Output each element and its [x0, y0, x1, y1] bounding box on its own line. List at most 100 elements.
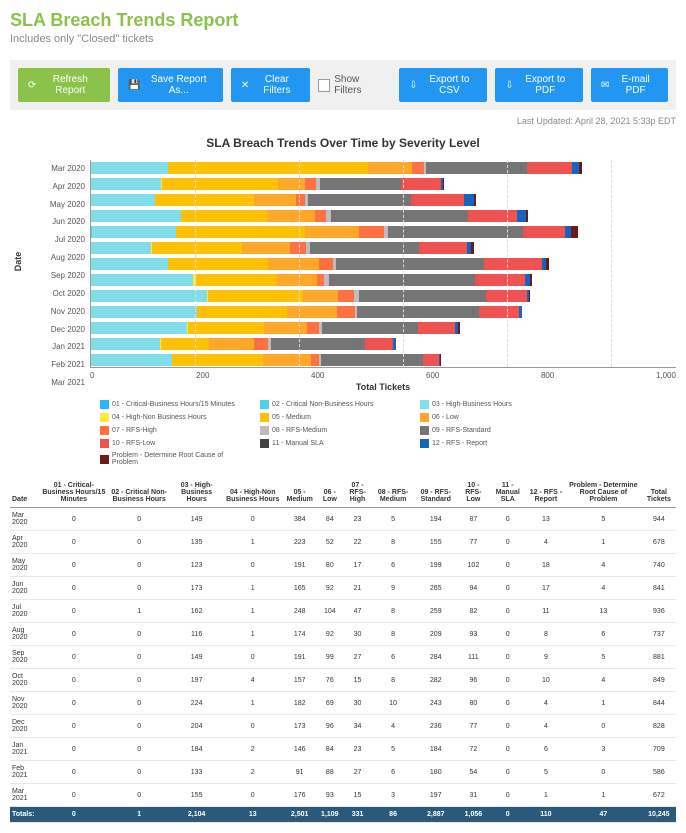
bar-segment [411, 194, 464, 206]
email-pdf-button[interactable]: ✉ E-mail PDF [591, 68, 668, 102]
show-filters-toggle[interactable]: Show Filters [318, 74, 383, 96]
bar-segment [263, 354, 311, 366]
bar-segment [315, 210, 326, 222]
bar-row [91, 304, 676, 320]
bar-segment [91, 322, 187, 334]
bar-row [91, 208, 676, 224]
checkbox-icon [318, 79, 330, 92]
bar-segment [168, 162, 368, 174]
bar-segment [91, 210, 181, 222]
chart-legend: 01 - Critical-Business Hours/15 Minutes0… [100, 400, 620, 466]
bar-segment [419, 242, 467, 254]
bar-segment [91, 338, 160, 350]
bar-row [91, 336, 676, 352]
bar-segment [546, 258, 549, 270]
table-row: Jan 20210018421468423518472063709 [10, 738, 676, 761]
y-axis-label: Date [13, 252, 23, 272]
bar-row [91, 240, 676, 256]
bar-segment [331, 210, 469, 222]
last-updated: Last Updated: April 28, 2021 5:33p EDT [10, 116, 676, 126]
table-header: 11 - Manual SLA [489, 478, 527, 508]
save-icon: 💾 [128, 80, 140, 91]
table-header: Date [10, 478, 39, 508]
bar-segment [296, 194, 305, 206]
refresh-icon: ⟳ [28, 80, 36, 91]
legend-item: 04 - High-Non Business Hours [100, 413, 250, 422]
bar-segment [365, 338, 393, 350]
refresh-button[interactable]: ⟳ Refresh Report [18, 68, 110, 102]
table-header: 07 - RFS-High [342, 478, 372, 508]
bar-segment [527, 162, 572, 174]
legend-swatch [420, 426, 429, 435]
export-icon: ⇩ [505, 80, 513, 91]
bar-segment [401, 178, 441, 190]
table-header: 06 - Low [317, 478, 342, 508]
table-row: Jul 20200116212481044782598201113936 [10, 600, 676, 623]
chart-plot [90, 160, 676, 368]
legend-swatch [100, 426, 109, 435]
table-header: 09 - RFS-Standard [413, 478, 458, 508]
table-header: 01 - Critical-Business Hours/15 Minutes [39, 478, 108, 508]
table-row: Mar 202000149038484235194870135944 [10, 508, 676, 531]
table-row: Mar 20210015501769315319731011672 [10, 784, 676, 807]
legend-swatch [260, 400, 269, 409]
legend-item: 12 - RFS - Report [420, 439, 570, 448]
bar-row [91, 224, 676, 240]
chart-title: SLA Breach Trends Over Time by Severity … [10, 136, 676, 150]
table-row: Oct 202000197415776158282960104849 [10, 669, 676, 692]
bar-segment [311, 354, 319, 366]
legend-item: 11 - Manual SLA [260, 439, 410, 448]
bar-segment [277, 274, 317, 286]
export-csv-button[interactable]: ⇩ Export to CSV [399, 68, 487, 102]
bar-segment [196, 274, 278, 286]
table-row: Nov 202000224118269301024380041844 [10, 692, 676, 715]
table-header: 02 - Critical Non-Business Hours [108, 478, 170, 508]
save-as-button[interactable]: 💾 Save Report As... [118, 68, 223, 102]
export-pdf-button[interactable]: ⇩ Export to PDF [495, 68, 583, 102]
filter-icon: ✕ [241, 80, 249, 91]
bar-segment [523, 226, 566, 238]
legend-item: 08 - RFS-Medium [260, 426, 410, 435]
table-header: 05 - Medium [282, 478, 317, 508]
bar-segment [458, 322, 460, 334]
legend-item: 03 - High-Business Hours [420, 400, 570, 409]
legend-item: 07 - RFS-High [100, 426, 250, 435]
bar-segment [517, 210, 526, 222]
bar-segment [91, 162, 168, 174]
clear-filters-button[interactable]: ✕ Clear Filters [231, 68, 311, 102]
bar-row [91, 256, 676, 272]
legend-swatch [420, 413, 429, 422]
bar-segment [91, 290, 207, 302]
bar-segment [209, 338, 255, 350]
y-axis-ticks: Mar 2020Apr 2020May 2020Jun 2020Jul 2020… [40, 160, 90, 392]
bar-segment [393, 338, 396, 350]
bar-segment [91, 354, 172, 366]
legend-swatch [260, 439, 269, 448]
bar-row [91, 160, 676, 176]
table-row: Aug 20200011611749230820993086737 [10, 623, 676, 646]
bar-segment [329, 274, 476, 286]
bar-segment [268, 258, 319, 270]
table-header: 03 - High-Business Hours [170, 478, 223, 508]
bar-segment [317, 274, 325, 286]
bar-segment [484, 258, 542, 270]
bar-segment [526, 210, 528, 222]
bar-segment [172, 354, 264, 366]
legend-item: 09 - RFS-Standard [420, 426, 570, 435]
table-row: May 2020001230191801761991020184740 [10, 554, 676, 577]
bar-segment [308, 194, 411, 206]
legend-swatch [260, 413, 269, 422]
bar-segment [337, 306, 355, 318]
page-subtitle: Includes only "Closed" tickets [10, 33, 676, 45]
table-header-row: Date01 - Critical-Business Hours/15 Minu… [10, 478, 676, 508]
legend-item: Problem - Determine Root Cause of Proble… [100, 452, 250, 466]
table-row: Feb 2021001332918827618054050586 [10, 761, 676, 784]
legend-swatch [100, 439, 109, 448]
table-row: Dec 20200020401739634423677040828 [10, 715, 676, 738]
bar-segment [92, 226, 176, 238]
bar-segment [264, 322, 308, 334]
bar-segment [188, 322, 264, 334]
bar-segment [336, 258, 484, 270]
legend-swatch [100, 413, 109, 422]
data-table: Date01 - Critical-Business Hours/15 Minu… [10, 478, 676, 823]
